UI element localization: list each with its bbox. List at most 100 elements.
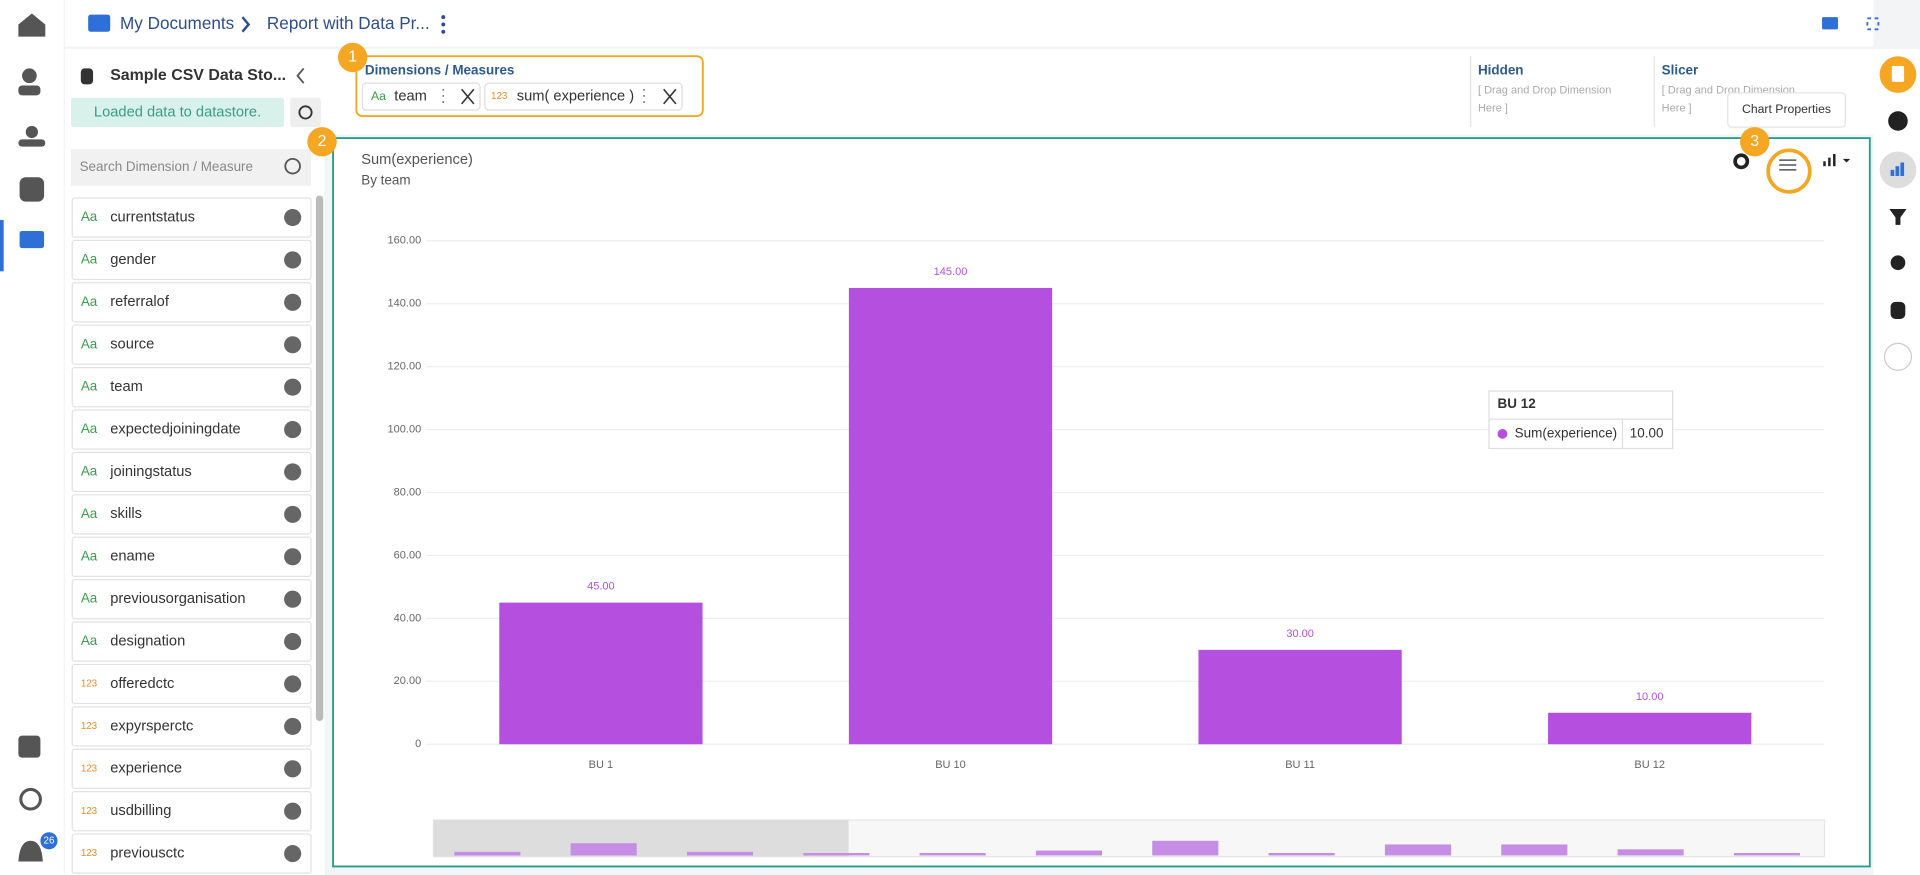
designer-icon[interactable] [19,230,45,249]
field-type: Aa [81,336,98,351]
chip[interactable] [484,82,683,111]
field-item[interactable] [71,748,312,789]
chip-type: Aa [371,89,386,103]
chip[interactable] [361,82,481,111]
field-item[interactable] [71,197,312,238]
field-item[interactable] [71,663,312,705]
field-item[interactable] [71,366,312,408]
field-item[interactable] [71,536,312,577]
users-icon[interactable] [25,125,38,139]
user-icon[interactable] [22,68,37,84]
status-box [71,97,285,128]
field-type: Aa [81,294,98,309]
field-type: 123 [81,848,97,859]
y-tick-label: 80.00 [394,486,422,498]
back-button[interactable] [1888,111,1908,131]
kebab[interactable] [441,15,446,34]
field-item[interactable] [71,451,312,493]
field-item[interactable] [71,791,312,832]
chevron [241,16,251,33]
field-item[interactable] [71,579,312,620]
formula-button[interactable] [1883,342,1913,371]
field-item[interactable] [71,833,312,874]
db-icon [80,68,94,85]
field-name: gender [110,252,156,268]
bar[interactable] [1198,649,1402,745]
field-item[interactable] [71,621,312,662]
tooltip-marker [1497,428,1508,439]
y-tick-label: 60.00 [394,549,422,561]
collapse[interactable] [296,67,305,84]
callout-number: 1 [348,49,357,66]
y-tick-label: 140.00 [388,298,422,310]
info-icon[interactable] [284,421,302,439]
field-type: Aa [81,421,98,436]
chart-subtitle: By team [361,172,410,187]
chip-controls [442,88,677,105]
bell-icon[interactable] [18,840,43,862]
settings-icon[interactable] [1733,153,1750,170]
active-indicator [0,219,4,272]
info-icon[interactable] [284,336,302,354]
comment-icon[interactable] [1822,17,1838,30]
info-icon[interactable] [284,760,302,778]
field-name: skills [110,506,142,522]
refresh-button[interactable] [290,97,321,128]
info-icon[interactable] [284,845,302,863]
x-tick-label: BU 1 [589,759,613,771]
field-item[interactable] [71,239,312,281]
info-icon[interactable] [284,633,302,651]
field-type: Aa [81,548,98,563]
navigator-preview [454,840,1800,856]
notification-count: 26 [44,835,55,846]
data-icon[interactable] [19,177,45,202]
callout [307,127,337,157]
field-item[interactable] [71,282,312,323]
hidden-hint: Here ] [1478,103,1508,115]
info-icon[interactable] [284,378,302,396]
bar[interactable] [1548,712,1752,745]
bar[interactable] [848,287,1053,745]
data-label: 10.00 [1636,691,1664,703]
fullscreen-icon[interactable] [1866,17,1880,31]
home-icon[interactable] [18,13,46,37]
data-label: 145.00 [934,266,968,278]
info-icon[interactable] [284,463,302,481]
field-name: expectedjoiningdate [110,421,241,437]
field-item[interactable] [71,706,312,747]
breadcrumb-root[interactable]: My Documents [120,14,234,33]
info-icon[interactable] [284,548,302,566]
chart-icon [1890,162,1905,176]
interaction-button[interactable] [1890,255,1906,271]
search-icon[interactable] [19,787,42,811]
search-box[interactable] [71,149,312,186]
info-icon[interactable] [284,505,302,523]
info-icon[interactable] [284,293,302,311]
info-icon[interactable] [284,208,302,227]
info-icon[interactable] [284,802,302,820]
field-type: Aa [81,633,98,648]
navigator-selection[interactable] [433,820,849,857]
field-type: 123 [81,806,97,817]
field-item[interactable] [71,324,312,365]
info-icon[interactable] [284,675,302,693]
callout [1740,127,1770,157]
callout-number: 3 [1750,133,1759,150]
bar[interactable] [499,602,703,745]
properties-tooltip: Chart Properties [1742,102,1831,116]
status: Loaded data to datastore. [94,104,261,120]
info-icon[interactable] [284,590,302,608]
slicer-hint: [ Drag and Drop Dimension [1662,84,1795,96]
filter-button[interactable] [1889,208,1907,225]
chart-type-icon[interactable] [1823,153,1851,167]
field-name: ename [110,549,155,565]
info-icon[interactable] [284,717,302,735]
info-icon[interactable] [284,251,302,269]
search-placeholder: Search Dimension / Measure [80,159,253,174]
report-icon[interactable] [18,735,41,758]
field-item[interactable] [71,409,312,450]
chart-properties-button[interactable] [1766,148,1812,194]
datastore-button[interactable] [1890,301,1906,319]
field-item[interactable] [71,494,312,535]
